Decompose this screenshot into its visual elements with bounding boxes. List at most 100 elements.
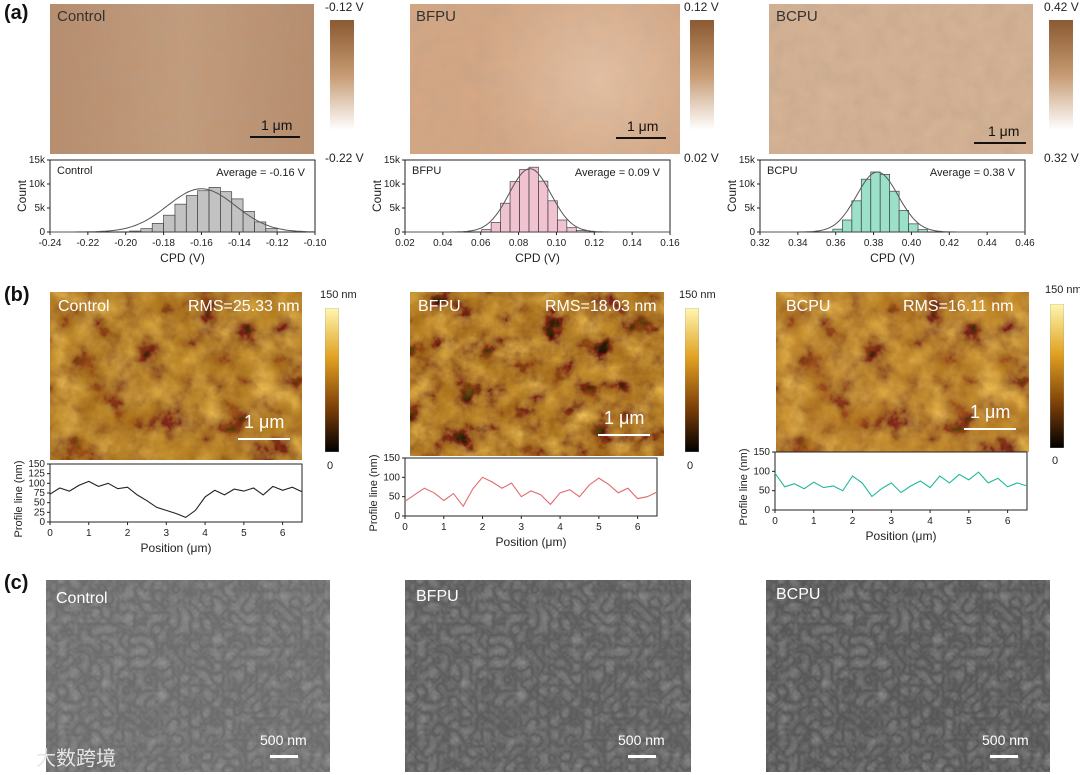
profile-plot-bfpu: 0 1 2 3 4 5 6 0 50 100 150 Position (μm) Profile lin… (368, 453, 658, 549)
kpfm-bfpu-label: BFPU (416, 8, 457, 25)
afm-bcpu-label: BCPU (786, 298, 831, 315)
x-axis-label: CPD (V) (515, 251, 560, 265)
y-tick-label: 125 (28, 469, 45, 480)
histogram-bar (265, 228, 278, 233)
x-tick-label: 5 (596, 522, 602, 533)
y-tick-label: 0 (749, 227, 755, 238)
gaussian-fit-line (760, 171, 1025, 233)
x-axis-label: Position (μm) (866, 529, 937, 543)
x-axis-label: Position (μm) (141, 541, 212, 555)
x-tick-label: 2 (480, 522, 486, 533)
x-tick-label: 0.04 (433, 238, 453, 249)
histogram-bar (879, 174, 891, 233)
kpfm-map-bcpu (769, 4, 1033, 154)
kpfm-colorbar-bcpu (1049, 20, 1073, 130)
y-tick-label: 150 (383, 453, 400, 464)
histogram-bar (575, 230, 587, 233)
x-tick-label: 5 (241, 528, 247, 539)
kpfm-bcpu-cb-bottom: 0.32 V (1044, 151, 1079, 165)
x-tick-label: 6 (635, 522, 641, 533)
afm-bfpu-scale-label: 1 μm (604, 408, 645, 428)
x-tick-label: 0.08 (509, 238, 529, 249)
y-axis-label: Profile line (nm) (13, 460, 25, 537)
x-tick-label: 4 (927, 516, 933, 527)
x-tick-label: -0.12 (266, 238, 289, 249)
afm-colorbar-control (325, 308, 339, 452)
histogram-sample-label: Control (57, 165, 92, 177)
histogram-bar (908, 223, 919, 233)
profile-series-line (49, 480, 303, 519)
kpfm-control-cb-top: -0.12 V (325, 0, 364, 14)
x-tick-label: -0.10 (304, 238, 327, 249)
x-tick-label: 0.10 (547, 238, 567, 249)
average-annotation: Average = -0.16 V (216, 167, 305, 179)
histogram-bar (870, 171, 881, 233)
afm-control-scale-label: 1 μm (244, 412, 285, 432)
sem-image-bcpu (766, 580, 1050, 772)
sem-bcpu-scale-bar (990, 755, 1018, 758)
average-annotation: Average = 0.09 V (575, 167, 661, 179)
y-tick-label: 50 (759, 486, 771, 497)
x-axis-label: CPD (V) (160, 251, 205, 265)
histogram-bar (898, 210, 909, 233)
x-axis-label: Position (μm) (496, 535, 567, 549)
afm-bcpu-cb-bottom: 0 (1052, 455, 1059, 467)
kpfm-bcpu-label: BCPU (776, 8, 818, 25)
afm-bcpu-cb-top: 150 nm (1045, 284, 1080, 296)
histogram-bar (197, 190, 210, 233)
y-tick-label: 50 (34, 498, 46, 509)
y-axis-label: Count (15, 179, 29, 212)
histogram-bar (151, 223, 164, 233)
afm-control-scale-bar (238, 438, 290, 440)
x-tick-label: 1 (441, 522, 447, 533)
x-tick-label: 0 (47, 528, 53, 539)
x-tick-label: 0.12 (585, 238, 605, 249)
y-tick-label: 150 (28, 459, 45, 470)
x-tick-label: 2 (125, 528, 131, 539)
x-tick-label: 0.34 (788, 238, 808, 249)
y-tick-label: 5k (34, 203, 46, 214)
histogram-bar (490, 222, 501, 233)
kpfm-bfpu-cb-top: 0.12 V (684, 0, 719, 14)
histogram-bar (174, 203, 187, 233)
plot-frame (404, 457, 658, 517)
x-tick-label: 2 (850, 516, 856, 527)
sem-control-scale-label: 500 nm (260, 732, 307, 748)
histogram-bar (547, 200, 558, 233)
y-tick-label: 0 (39, 227, 45, 238)
histogram-bar (500, 202, 511, 233)
panel-label-b: (b) (4, 284, 30, 306)
sem-bfpu-label: BFPU (416, 588, 459, 605)
profile-series-line (404, 476, 658, 508)
histogram-bar (254, 221, 267, 233)
sem-image-bfpu (405, 580, 691, 772)
histogram-bar (851, 200, 862, 233)
histogram-bar (242, 211, 255, 233)
sem-bcpu-scale-label: 500 nm (982, 732, 1029, 748)
x-tick-label: 0.14 (622, 238, 642, 249)
y-tick-label: 75 (34, 488, 46, 499)
x-tick-label: 6 (1005, 516, 1011, 527)
y-tick-label: 10k (384, 179, 401, 190)
afm-bfpu-rms: RMS=18.03 nm (545, 298, 657, 315)
sem-control-label: Control (56, 590, 108, 607)
afm-colorbar-bcpu (1050, 304, 1064, 448)
gaussian-fit-line (405, 168, 670, 233)
kpfm-bfpu-scale-label: 1 μm (627, 118, 659, 134)
gaussian-fit-line (50, 188, 315, 233)
watermark-text: 大数跨境 (36, 748, 116, 770)
y-tick-label: 0 (394, 511, 400, 522)
afm-control-rms: RMS=25.33 nm (188, 298, 300, 315)
afm-map-bcpu (776, 292, 1029, 452)
x-tick-label: 0.06 (471, 238, 491, 249)
x-tick-label: 3 (889, 516, 895, 527)
x-tick-label: -0.16 (190, 238, 213, 249)
profile-plot-bcpu: 0 1 2 3 4 5 6 0 50 100 150 Position (μm) Profile lin… (738, 447, 1028, 543)
x-tick-label: -0.14 (228, 238, 251, 249)
y-tick-label: 100 (28, 478, 45, 489)
histogram-bar (129, 230, 142, 233)
y-tick-label: 5k (389, 203, 401, 214)
histogram-bar (185, 195, 198, 233)
x-axis-label: CPD (V) (870, 251, 915, 265)
